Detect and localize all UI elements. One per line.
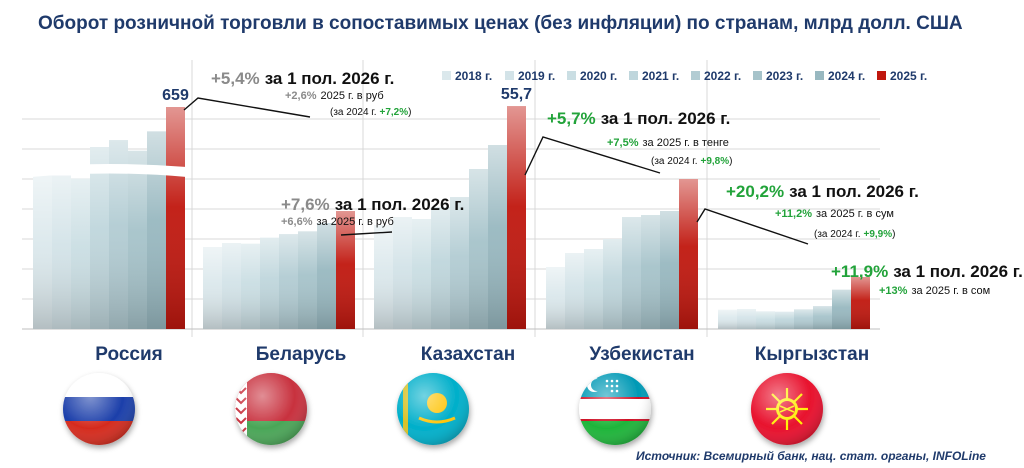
legend-label-2025-г: 2025 г.	[890, 69, 927, 83]
legend-label-2022-г: 2022 г.	[704, 69, 741, 83]
bar-gloss	[431, 207, 450, 329]
annotations: +5,4% за 1 пол. 2026 г. +2,6% 2025 г. в руб…	[183, 69, 1023, 297]
bars	[31, 106, 870, 329]
bar-gloss	[718, 309, 737, 329]
country-label-казахстан: Казахстан	[421, 344, 515, 365]
bar-gloss	[317, 223, 336, 329]
annotation-main-россия: +5,4% за 1 пол. 2026 г.	[211, 69, 394, 88]
annotation-main-узбекистан: +20,2% за 1 пол. 2026 г.	[726, 182, 919, 201]
legend-swatch-2022-г	[691, 71, 700, 80]
legend-label-2024-г: 2024 г.	[828, 69, 865, 83]
bar-gloss	[298, 231, 317, 329]
legend-swatch-2025-г	[877, 71, 886, 80]
kazakhstan-flag	[397, 373, 469, 445]
legend: 2018 г. 2019 г. 2020 г. 2021 г. 2022 г. 2023 …	[442, 69, 927, 83]
legend-label-2019-г: 2019 г.	[518, 69, 555, 83]
kyrgyzstan-flag	[751, 373, 823, 445]
bar-gloss	[584, 249, 603, 329]
uzbekistan-flag	[579, 373, 651, 445]
bar-gloss	[52, 175, 71, 329]
bar-gloss	[128, 150, 147, 329]
data-label-россия: 659	[162, 87, 189, 104]
bar-gloss	[756, 311, 775, 329]
bar-gloss	[565, 253, 584, 329]
bar-gloss	[832, 289, 851, 329]
bar-gloss	[546, 267, 565, 329]
bar-gloss	[90, 147, 109, 329]
country-label-россия: Россия	[95, 344, 162, 365]
annotation-line3-россия: (за 2024 г. +7,2%)	[330, 107, 411, 118]
bar-gloss	[412, 219, 431, 329]
annotation-leader-узбекистан	[696, 208, 809, 245]
bar-gloss	[147, 131, 166, 329]
bar-gloss	[260, 237, 279, 329]
bar-gloss	[641, 215, 660, 329]
bar-gloss	[603, 239, 622, 329]
legend-swatch-2020-г	[567, 71, 576, 80]
country-label-беларусь: Беларусь	[256, 344, 347, 365]
bar-gloss	[33, 175, 52, 329]
bar-gloss	[374, 225, 393, 329]
legend-swatch-2021-г	[629, 71, 638, 80]
bar-gloss	[109, 140, 128, 329]
annotation-leader-казахстан	[524, 136, 661, 176]
annotation-main-казахстан: +5,7% за 1 пол. 2026 г.	[547, 109, 730, 128]
annotation-line2-кыргызстан: +13% за 2025 г. в сом	[879, 285, 990, 297]
russia-flag	[63, 373, 135, 445]
annotation-leader-беларусь	[340, 231, 393, 236]
legend-label-2020-г: 2020 г.	[580, 69, 617, 83]
bar-gloss	[851, 277, 870, 329]
bar-gloss	[166, 107, 185, 329]
bar-gloss	[775, 311, 794, 329]
annotation-main-беларусь: +7,6% за 1 пол. 2026 г.	[281, 195, 464, 214]
axis-break-band	[31, 164, 187, 177]
annotation-line3-казахстан: (за 2024 г. +9,8%)	[651, 156, 732, 167]
legend-swatch-2018-г	[442, 71, 451, 80]
bar-gloss	[507, 106, 526, 329]
bar-gloss	[71, 178, 90, 329]
bar-gloss	[622, 217, 641, 329]
legend-swatch-2024-г	[815, 71, 824, 80]
bar-gloss	[660, 211, 679, 329]
bar-gloss	[450, 197, 469, 329]
bar-gloss	[393, 217, 412, 329]
source-note: Источник: Всемирный банк, нац. стат. орг…	[636, 449, 986, 463]
bar-gloss	[222, 243, 241, 329]
bar-gloss	[737, 309, 756, 329]
labels: Россия 659 Беларусь Казахстан 55,7 Узбекистан…	[95, 86, 869, 365]
bar-gloss	[203, 247, 222, 329]
bar-gloss	[488, 145, 507, 329]
legend-swatch-2019-г	[505, 71, 514, 80]
bar-gloss	[241, 243, 260, 329]
annotation-line3-узбекистан: (за 2024 г. +9,9%)	[814, 229, 895, 240]
data-label-казахстан: 55,7	[501, 86, 532, 103]
bar-gloss	[679, 179, 698, 329]
annotation-line2-беларусь: +6,6% за 2025 г. в руб	[281, 216, 394, 228]
legend-swatch-2023-г	[753, 71, 762, 80]
annotation-line2-узбекистан: +11,2% за 2025 г. в сум	[775, 208, 894, 220]
belarus-flag	[235, 373, 307, 445]
annotation-main-кыргызстан: +11,9% за 1 пол. 2026 г.	[831, 262, 1023, 281]
annotation-leader-россия	[183, 97, 311, 118]
annotation-line2-россия: +2,6% 2025 г. в руб	[285, 90, 384, 102]
bar-gloss	[813, 306, 832, 329]
legend-label-2023-г: 2023 г.	[766, 69, 803, 83]
bar-gloss	[794, 309, 813, 329]
country-label-узбекистан: Узбекистан	[589, 344, 694, 365]
bar-gloss	[469, 169, 488, 329]
legend-label-2021-г: 2021 г.	[642, 69, 679, 83]
bar-gloss	[279, 234, 298, 329]
legend-label-2018-г: 2018 г.	[455, 69, 492, 83]
country-label-кыргызстан: Кыргызстан	[755, 344, 869, 365]
bar-gloss	[336, 211, 355, 329]
page-title: Оборот розничной торговли в сопоставимых…	[38, 13, 963, 34]
annotation-line2-казахстан: +7,5% за 2025 г. в тенге	[607, 137, 729, 149]
